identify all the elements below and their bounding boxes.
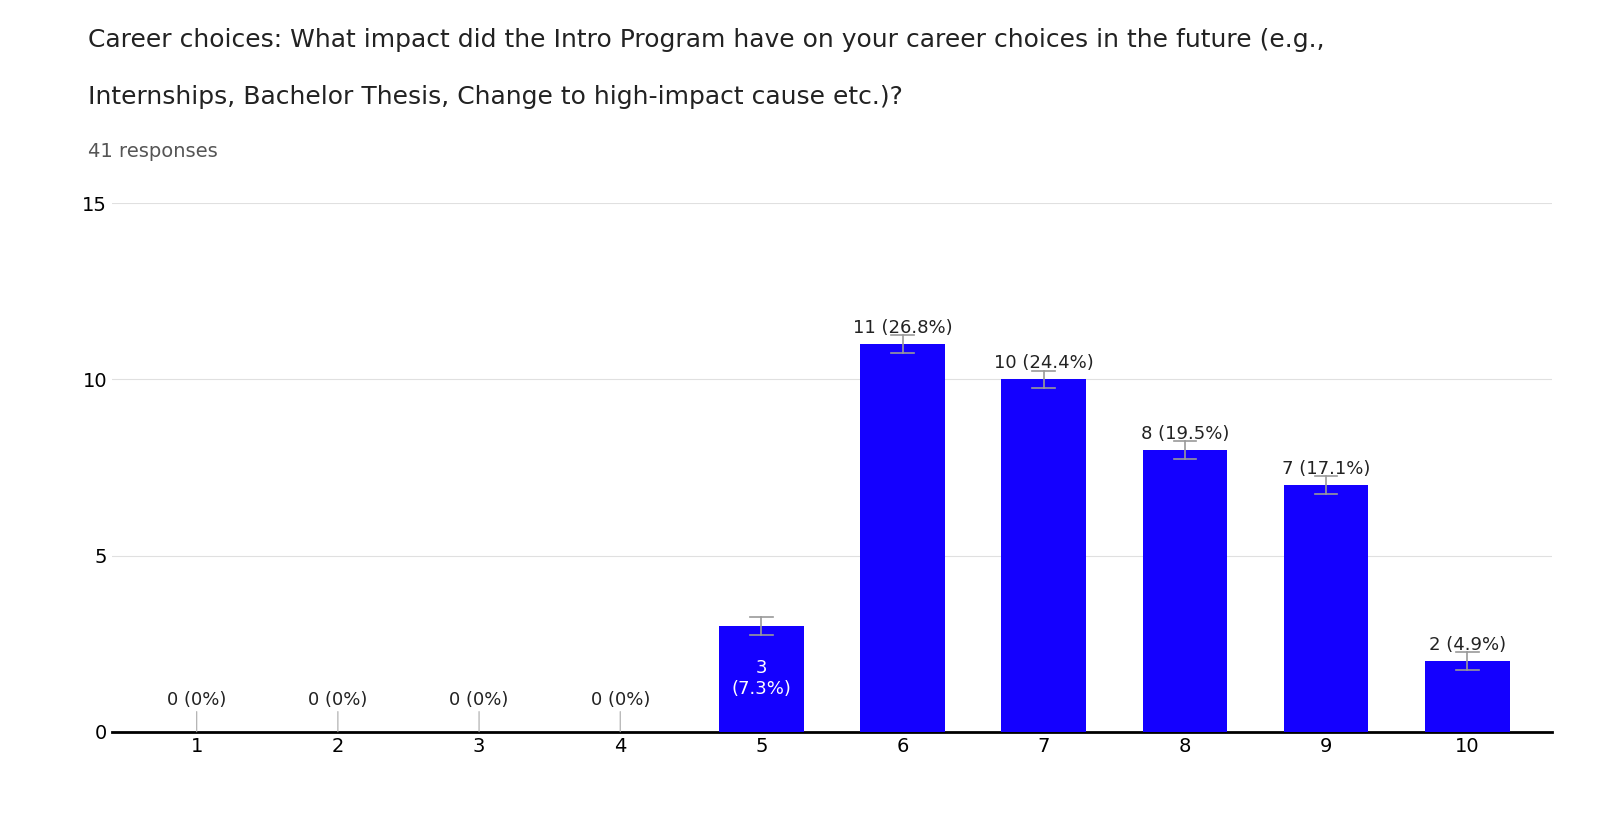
Text: 0 (0%): 0 (0%): [590, 691, 650, 732]
Text: 0 (0%): 0 (0%): [309, 691, 368, 732]
Text: 10 (24.4%): 10 (24.4%): [994, 354, 1094, 372]
Text: 8 (19.5%): 8 (19.5%): [1141, 425, 1229, 443]
Bar: [1426, 661, 1510, 732]
Text: 0 (0%): 0 (0%): [166, 691, 226, 732]
Text: 2 (4.9%): 2 (4.9%): [1429, 637, 1506, 654]
Text: Career choices: What impact did the Intro Program have on your career choices in: Career choices: What impact did the Intr…: [88, 28, 1325, 53]
Text: 0 (0%): 0 (0%): [450, 691, 509, 732]
Text: 41 responses: 41 responses: [88, 142, 218, 161]
Bar: [1142, 450, 1227, 732]
Text: Internships, Bachelor Thesis, Change to high-impact cause etc.)?: Internships, Bachelor Thesis, Change to …: [88, 85, 902, 110]
Bar: [861, 344, 946, 732]
Bar: [1002, 380, 1086, 732]
Bar: [718, 626, 803, 732]
Bar: [1283, 485, 1368, 732]
Text: 11 (26.8%): 11 (26.8%): [853, 320, 952, 337]
Text: 3
(7.3%): 3 (7.3%): [731, 659, 792, 698]
Text: 7 (17.1%): 7 (17.1%): [1282, 460, 1370, 478]
